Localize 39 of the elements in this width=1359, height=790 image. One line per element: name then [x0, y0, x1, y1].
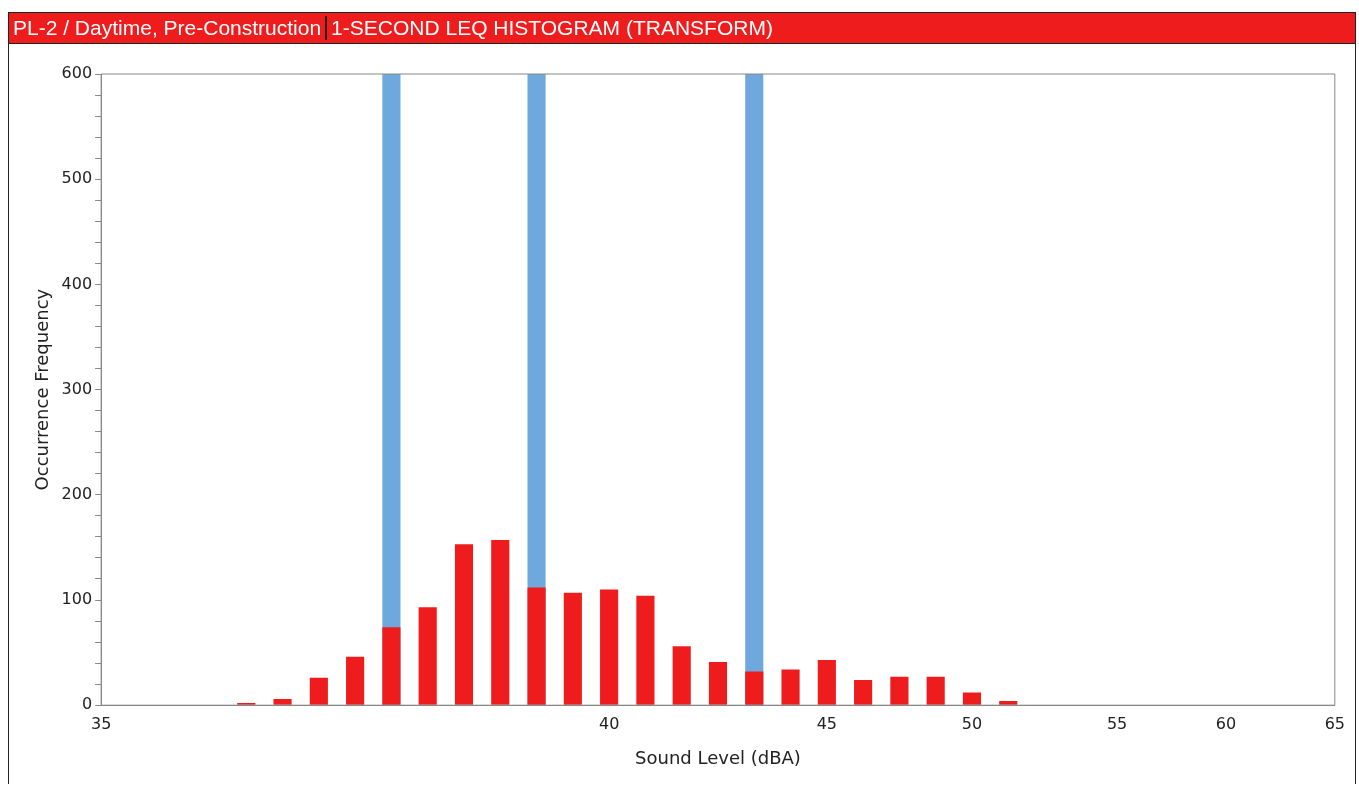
- x-tick-label: 35: [90, 713, 112, 733]
- x-tick-label: 40: [598, 713, 620, 733]
- bar: [854, 679, 873, 705]
- bar: [563, 592, 582, 705]
- bar: [273, 698, 292, 705]
- bar: [781, 669, 800, 705]
- bar: [962, 692, 982, 705]
- y-tick-label: 500: [61, 168, 93, 188]
- bar: [527, 587, 546, 705]
- y-tick-label: 300: [61, 378, 93, 398]
- x-tick-label: 65: [1324, 713, 1345, 733]
- x-tick-label: 50: [961, 713, 983, 733]
- bar: [817, 659, 836, 705]
- bar: [382, 627, 401, 705]
- x-tick-label: 60: [1215, 713, 1237, 733]
- bar: [309, 677, 328, 705]
- bar: [890, 676, 909, 705]
- bar: [636, 595, 655, 705]
- bar: [454, 544, 474, 705]
- bar: [926, 676, 945, 705]
- y-tick-label: 100: [61, 589, 93, 609]
- bar: [491, 540, 510, 705]
- y-tick-label: 600: [61, 63, 93, 83]
- bar: [708, 662, 728, 705]
- y-tick-label: 400: [61, 273, 93, 293]
- bar: [346, 656, 365, 705]
- x-axis-title: Sound Level (dBA): [635, 746, 801, 768]
- y-tick-label: 0: [81, 694, 93, 714]
- chart-title: PL-2 / Daytime, Pre-Construction: [12, 16, 323, 40]
- bar: [745, 671, 764, 705]
- bar: [999, 700, 1018, 705]
- y-axis-title: Occurrence Frequency: [31, 288, 53, 491]
- bar: [418, 607, 437, 705]
- chart-subtitle: 1-SECOND LEQ HISTOGRAM (TRANSFORM): [325, 16, 777, 40]
- y-tick-label: 200: [61, 483, 93, 503]
- bar: [672, 646, 691, 705]
- x-tick-label: 45: [816, 713, 838, 733]
- x-tick-label: 55: [1106, 713, 1128, 733]
- bar: [600, 589, 619, 705]
